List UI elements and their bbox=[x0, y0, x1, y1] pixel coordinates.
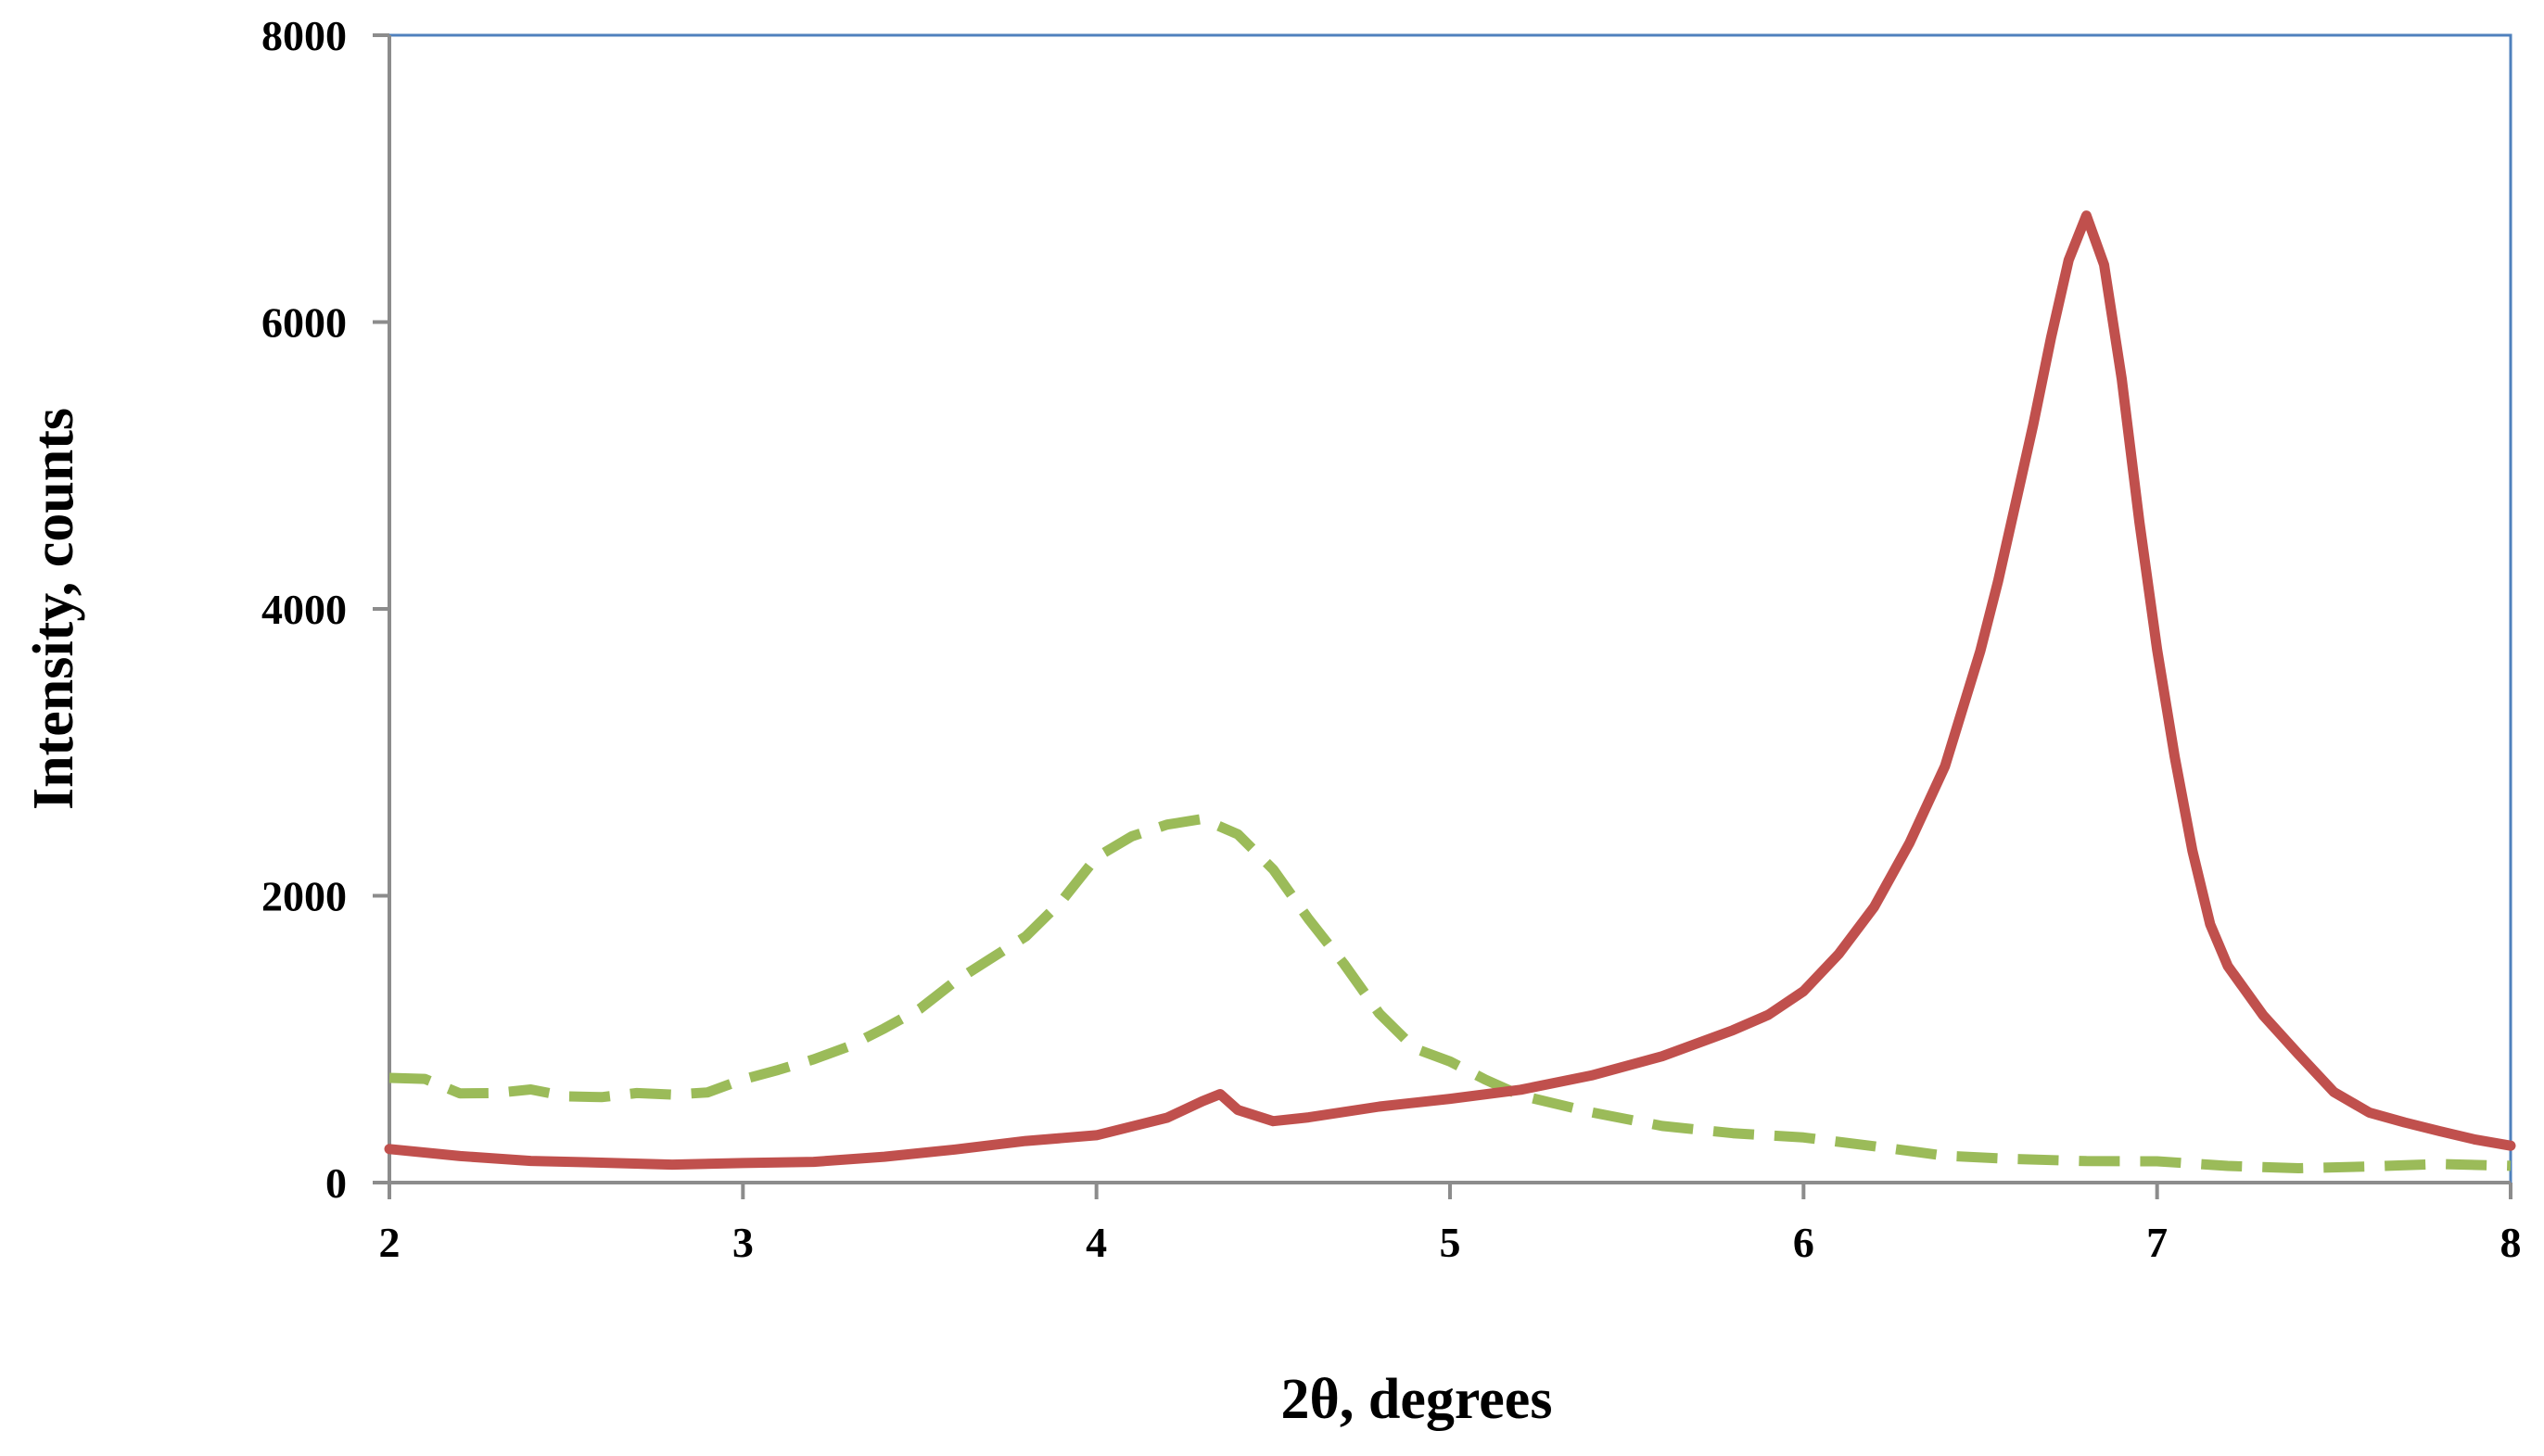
series-layer bbox=[384, 210, 2516, 1173]
y-tick-label: 2000 bbox=[261, 873, 347, 920]
x-tick-label: 6 bbox=[1793, 1219, 1814, 1266]
y-tick-label: 0 bbox=[325, 1159, 347, 1207]
y-tick-label: 6000 bbox=[261, 299, 347, 347]
x-tick-label: 8 bbox=[2500, 1219, 2522, 1266]
x-tick-label: 2 bbox=[379, 1219, 401, 1266]
x-tick-label: 4 bbox=[1086, 1219, 1107, 1266]
x-tick-label: 3 bbox=[732, 1219, 754, 1266]
axis-ticks: 2 3 4 5 6 7 8 0 2000 4000 6000 8000 bbox=[261, 12, 2522, 1266]
x-tick-label: 7 bbox=[2146, 1219, 2168, 1266]
y-tick-label: 4000 bbox=[261, 586, 347, 633]
y-axis-title: Intensity, counts bbox=[22, 408, 85, 810]
y-tick-label: 8000 bbox=[261, 12, 347, 59]
series-line-dashed bbox=[388, 814, 2512, 1173]
x-axis-title: 2θ, degrees bbox=[1281, 1368, 1553, 1431]
series-line-solid bbox=[384, 210, 2516, 1171]
x-tick-label: 5 bbox=[1440, 1219, 1461, 1266]
